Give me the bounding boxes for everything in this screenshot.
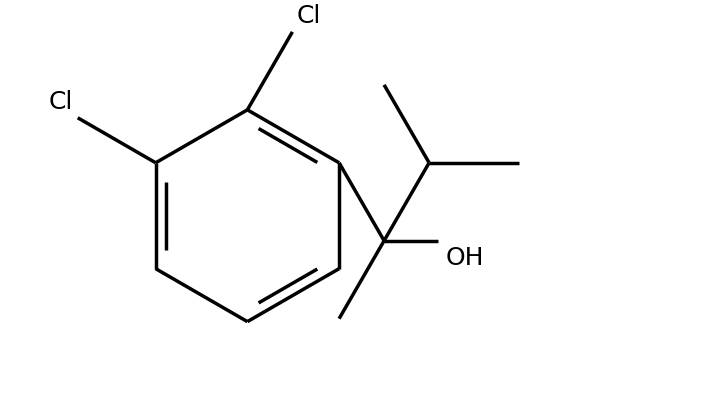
Text: Cl: Cl bbox=[48, 90, 73, 114]
Text: OH: OH bbox=[446, 246, 484, 270]
Text: Cl: Cl bbox=[297, 4, 322, 28]
